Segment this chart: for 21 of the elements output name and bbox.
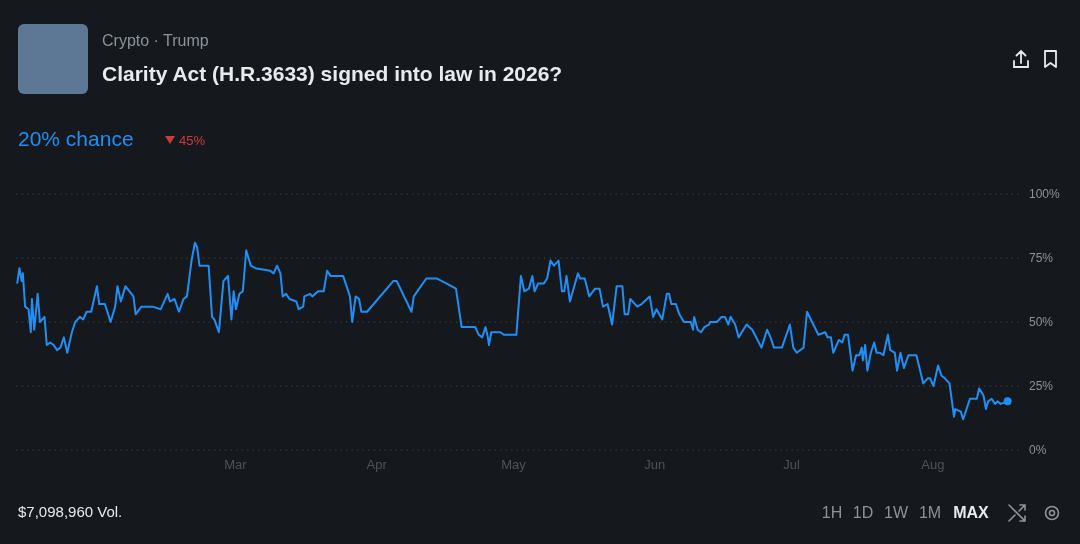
chart-subtitle: Crypto · Trump bbox=[102, 32, 209, 49]
text: 20% chance bbox=[18, 127, 134, 150]
y-tick-label: 0% bbox=[1029, 443, 1047, 458]
text: 45% bbox=[179, 133, 206, 148]
text: 1W bbox=[884, 504, 909, 521]
chart-title: Clarity Act (H.R.3633) signed into law in 2026? bbox=[102, 62, 563, 85]
text: $7,098,960 Vol. bbox=[18, 503, 123, 520]
x-tick-label: Aug bbox=[921, 457, 945, 473]
y-tick-label: 75% bbox=[1029, 251, 1054, 266]
x-tick-label: Jul bbox=[783, 457, 800, 473]
text: 1H bbox=[821, 504, 843, 521]
y-tick-label: 25% bbox=[1029, 379, 1054, 394]
text: 1M bbox=[918, 504, 942, 521]
x-tick-label: Apr bbox=[366, 457, 388, 473]
text: 1D bbox=[852, 504, 874, 521]
x-tick-label: May bbox=[501, 457, 527, 473]
x-tick-label: Mar bbox=[224, 457, 248, 473]
y-tick-label: 100% bbox=[1029, 187, 1061, 202]
x-tick-label: Jun bbox=[644, 457, 666, 473]
y-tick-label: 50% bbox=[1029, 315, 1054, 330]
text: MAX bbox=[953, 504, 990, 521]
